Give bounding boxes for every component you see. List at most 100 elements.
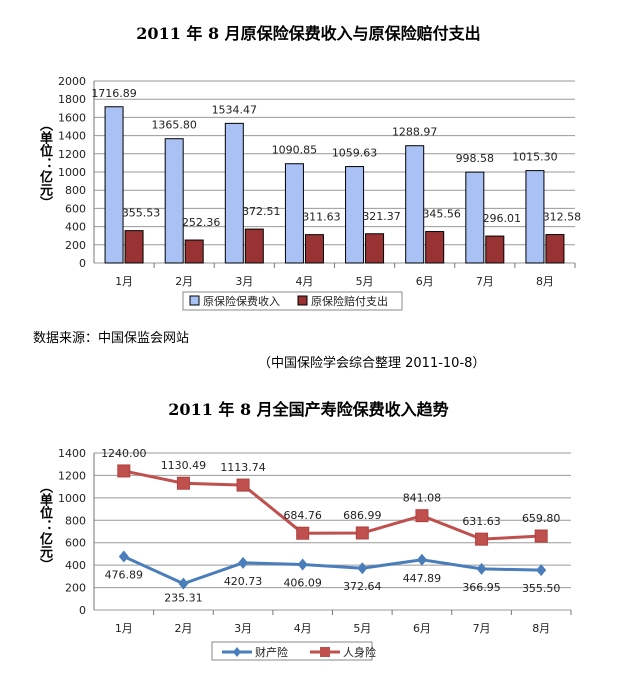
bar-premium: [525, 170, 545, 264]
x-tick-label: 6月: [416, 275, 434, 288]
x-tick-label: 8月: [536, 275, 554, 288]
source-note: 数据来源：中国保监会网站: [33, 331, 190, 346]
x-tick-label: 2月: [175, 275, 193, 288]
y-tick-label: 1400: [58, 130, 86, 143]
bar-claims: [485, 235, 505, 264]
bar-premium: [465, 171, 485, 264]
y-tick-label: 800: [65, 184, 86, 197]
y-tick-label: 1600: [58, 111, 86, 124]
x-tick-label: 8月: [532, 622, 550, 635]
chart2-title: 2011 年 8 月全国产寿险保费收入趋势: [168, 400, 449, 419]
data-label: 998.58: [456, 152, 495, 165]
data-label: 420.73: [224, 575, 263, 588]
legend-label: 财产险: [255, 645, 288, 659]
data-label: 355.53: [122, 207, 161, 220]
legend-swatch: [297, 295, 308, 306]
legend-label: 原保险保费收入: [203, 294, 280, 308]
data-label: 1059.63: [332, 147, 378, 160]
chart2-y-axis-label: （单位：亿元）: [37, 480, 52, 571]
marker-diamond: [536, 564, 547, 577]
marker-diamond: [238, 556, 249, 569]
y-tick-label: 1800: [58, 93, 86, 106]
bar-claims: [365, 233, 385, 264]
data-label: 312.58: [543, 211, 582, 224]
data-label: 659.80: [522, 512, 561, 525]
marker-diamond: [178, 577, 189, 590]
x-tick-label: 3月: [234, 622, 252, 635]
data-label: 252.36: [182, 216, 221, 229]
marker-square: [236, 478, 250, 492]
y-tick-label: 1200: [58, 469, 86, 482]
marker-square: [415, 509, 429, 523]
bar-premium: [405, 145, 425, 264]
data-label: 355.50: [522, 582, 561, 595]
marker-square: [355, 526, 369, 540]
bar-claims: [244, 228, 264, 264]
marker-diamond: [476, 562, 487, 575]
x-tick-label: 7月: [473, 622, 491, 635]
data-label: 1015.30: [512, 151, 558, 164]
legend-label: 原保险赔付支出: [311, 294, 388, 308]
data-label: 447.89: [403, 572, 442, 585]
data-label: 1240.00: [101, 447, 147, 460]
x-tick-label: 5月: [353, 622, 371, 635]
x-tick-label: 6月: [413, 622, 431, 635]
data-label: 1113.74: [220, 461, 266, 474]
data-label: 841.08: [403, 492, 442, 505]
bar-premium: [164, 138, 184, 264]
y-tick-label: 400: [65, 221, 86, 234]
data-label: 321.37: [362, 210, 401, 223]
data-label: 1365.80: [151, 119, 197, 132]
y-tick-label: 1200: [58, 148, 86, 161]
x-tick-label: 4月: [295, 275, 313, 288]
marker-square: [534, 529, 548, 543]
bar-claims: [184, 239, 204, 264]
data-label: 235.31: [164, 592, 203, 605]
chart1-title: 2011 年 8 月原保险保费收入与原保险赔付支出: [136, 24, 481, 43]
x-tick-label: 3月: [235, 275, 253, 288]
y-tick-label: 600: [65, 537, 86, 550]
marker-diamond: [118, 550, 129, 563]
data-label: 1288.97: [392, 126, 438, 139]
marker-diamond: [416, 553, 427, 566]
marker-square: [117, 464, 131, 478]
legend-marker-diamond: [233, 647, 241, 657]
bar-claims: [304, 234, 324, 264]
legend-box: [211, 641, 373, 661]
data-label: 631.63: [462, 515, 501, 528]
legend-box: [182, 291, 403, 311]
marker-square: [176, 476, 190, 490]
data-label: 1534.47: [212, 103, 258, 116]
bar-claims: [124, 230, 144, 264]
bar-premium: [345, 166, 365, 264]
y-tick-label: 1400: [58, 447, 86, 460]
compiler-note: （中国保险学会综合整理 2011-10-8）: [258, 356, 486, 371]
bar-claims: [425, 231, 445, 264]
data-label: 296.01: [483, 212, 522, 225]
series-line-property: [123, 555, 542, 586]
bar-premium: [224, 122, 244, 264]
y-tick-label: 1000: [58, 492, 86, 505]
data-label: 1130.49: [161, 459, 207, 472]
data-label: 476.89: [105, 569, 144, 582]
x-tick-label: 2月: [174, 622, 192, 635]
data-label: 345.56: [422, 208, 461, 221]
legend-swatch: [189, 295, 200, 306]
data-label: 1090.85: [272, 144, 318, 157]
data-label: 372.51: [242, 205, 281, 218]
chart1-y-axis-label: （单位：亿元）: [37, 118, 52, 209]
data-label: 366.95: [462, 581, 501, 594]
y-tick-label: 600: [65, 202, 86, 215]
data-label: 311.63: [302, 211, 341, 224]
bar-premium: [104, 106, 124, 264]
y-tick-label: 1000: [58, 166, 86, 179]
x-tick-label: 5月: [356, 275, 374, 288]
y-tick-label: 200: [65, 239, 86, 252]
y-tick-label: 0: [79, 257, 86, 270]
data-label: 684.76: [283, 509, 322, 522]
marker-square: [296, 526, 310, 540]
y-tick-label: 400: [65, 559, 86, 572]
data-label: 406.09: [283, 576, 322, 589]
data-label: 372.64: [343, 580, 382, 593]
